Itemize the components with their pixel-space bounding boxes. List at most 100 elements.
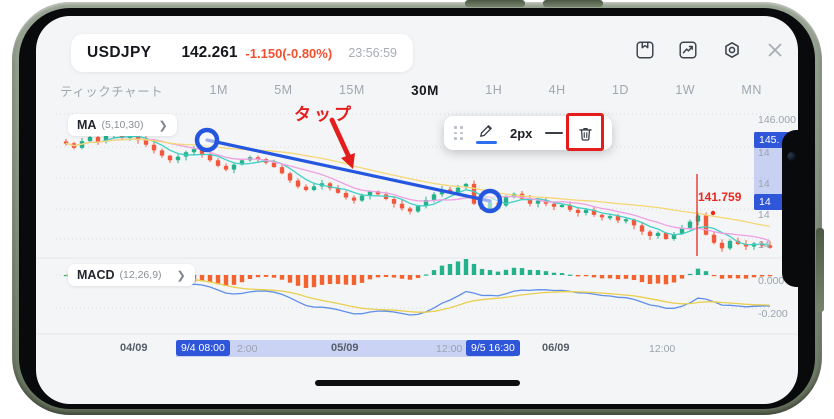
- macd-bar: [367, 275, 373, 280]
- time-axis-badge: 9/4 08:00: [176, 340, 230, 356]
- time-axis-date: 04/09: [120, 342, 148, 354]
- macd-bar: [535, 270, 541, 275]
- price-axis-tick: -0.200: [758, 308, 788, 320]
- candle: [407, 208, 413, 212]
- ma-line: [65, 138, 771, 228]
- price-axis-tick: 14: [758, 239, 770, 251]
- macd-bar: [599, 275, 605, 279]
- candle: [415, 206, 421, 212]
- chart-icon[interactable]: [677, 39, 699, 61]
- macd-bar: [463, 259, 469, 275]
- close-icon[interactable]: [764, 39, 786, 61]
- candle: [335, 188, 341, 193]
- macd-bar: [255, 275, 261, 278]
- macd-indicator-pill[interactable]: MACD (12,26,9) ❯: [68, 264, 195, 286]
- home-indicator[interactable]: [315, 380, 520, 386]
- macd-bar: [343, 275, 349, 285]
- ma-line: [65, 138, 771, 242]
- settings-icon[interactable]: [721, 39, 743, 61]
- tap-arrow: [329, 117, 351, 158]
- pencil-icon: [480, 124, 492, 137]
- macd-bar: [199, 275, 205, 282]
- timeframe-tab[interactable]: 4H: [548, 83, 566, 97]
- macd-bar: [399, 275, 405, 279]
- macd-label: MACD: [77, 268, 115, 282]
- candle: [271, 162, 277, 168]
- candle: [575, 209, 581, 213]
- drawing-toolbar: 2px: [444, 113, 612, 151]
- time-axis: 04/09 9/4 08:00 2:00 05/09 12:00 9/5 16:30 06/…: [36, 338, 798, 358]
- macd-bar: [687, 273, 693, 276]
- macd-bar: [583, 275, 589, 277]
- candle: [343, 192, 349, 198]
- line-style-button[interactable]: [545, 131, 564, 135]
- timeframe-tab[interactable]: 1W: [675, 83, 696, 97]
- macd-bar: [663, 275, 669, 285]
- quote-time: 23:56:59: [348, 46, 397, 60]
- trend-handle[interactable]: [194, 127, 220, 153]
- ma-label: MA: [77, 118, 97, 132]
- timeframe-tab[interactable]: MN: [741, 83, 762, 97]
- macd-bar: [647, 275, 653, 285]
- macd-bar: [727, 275, 733, 279]
- ma-params: (5,10,30): [101, 119, 144, 131]
- timeframe-tab[interactable]: 1D: [611, 83, 629, 97]
- ma-line: [65, 135, 771, 247]
- candle: [399, 203, 405, 209]
- timeframe-tab[interactable]: 5M: [274, 83, 293, 97]
- symbol-name: USDJPY: [87, 44, 152, 61]
- macd-bar: [295, 275, 301, 286]
- drag-handle-icon[interactable]: [454, 126, 463, 140]
- candle: [431, 194, 437, 200]
- candle: [231, 164, 237, 170]
- macd-bar: [479, 268, 485, 275]
- trend-handle[interactable]: [477, 188, 503, 214]
- macd-bar: [503, 269, 509, 275]
- trend-line[interactable]: [205, 138, 492, 203]
- macd-bar: [319, 275, 325, 285]
- candle: [535, 200, 541, 204]
- line-width-label[interactable]: 2px: [510, 125, 533, 141]
- timeframe-tab[interactable]: 15M: [338, 83, 365, 97]
- macd-bar: [383, 275, 389, 277]
- candle: [95, 137, 101, 142]
- save-icon[interactable]: [634, 39, 656, 61]
- macd-bar: [247, 275, 253, 280]
- macd-bar: [575, 275, 581, 277]
- candle: [711, 234, 717, 243]
- timeframe-tabs: ティックチャート 1M 5M 15M 30M 1H 4H 1D 1W MN: [60, 78, 762, 102]
- candle: [87, 137, 93, 142]
- macd-bar: [471, 263, 477, 275]
- pen-style-button[interactable]: [476, 122, 497, 145]
- candle: [191, 149, 197, 153]
- current-price-label: 141.759: [698, 190, 742, 204]
- timeframe-tab[interactable]: ティックチャート: [60, 84, 164, 99]
- candle: [639, 225, 645, 232]
- candle: [551, 203, 557, 207]
- candle: [471, 183, 477, 204]
- macd-bar: [215, 275, 221, 285]
- candle: [671, 234, 677, 240]
- candle: [159, 150, 165, 156]
- macd-bar: [391, 275, 397, 278]
- macd-bar: [759, 275, 765, 277]
- ma-indicator-pill[interactable]: MA (5,10,30) ❯: [68, 114, 177, 136]
- candle: [175, 156, 181, 161]
- timeframe-tab[interactable]: 1H: [485, 83, 503, 97]
- trash-icon[interactable]: [576, 124, 595, 143]
- price-axis-tick: 14: [758, 147, 770, 159]
- macd-bar: [271, 275, 277, 278]
- macd-params: (12,26,9): [119, 269, 162, 281]
- timeframe-tab[interactable]: 30M: [411, 82, 439, 98]
- camera-notch: [782, 130, 798, 287]
- chevron-right-icon: ❯: [158, 119, 168, 132]
- macd-bar: [303, 275, 309, 288]
- candle: [167, 155, 173, 161]
- macd-bar: [455, 261, 461, 275]
- macd-bar: [335, 275, 341, 285]
- price-axis-tick: 14: [758, 178, 770, 190]
- macd-bar: [423, 274, 429, 276]
- macd-bar: [551, 272, 557, 275]
- candle: [207, 154, 213, 161]
- timeframe-tab[interactable]: 1M: [209, 83, 228, 97]
